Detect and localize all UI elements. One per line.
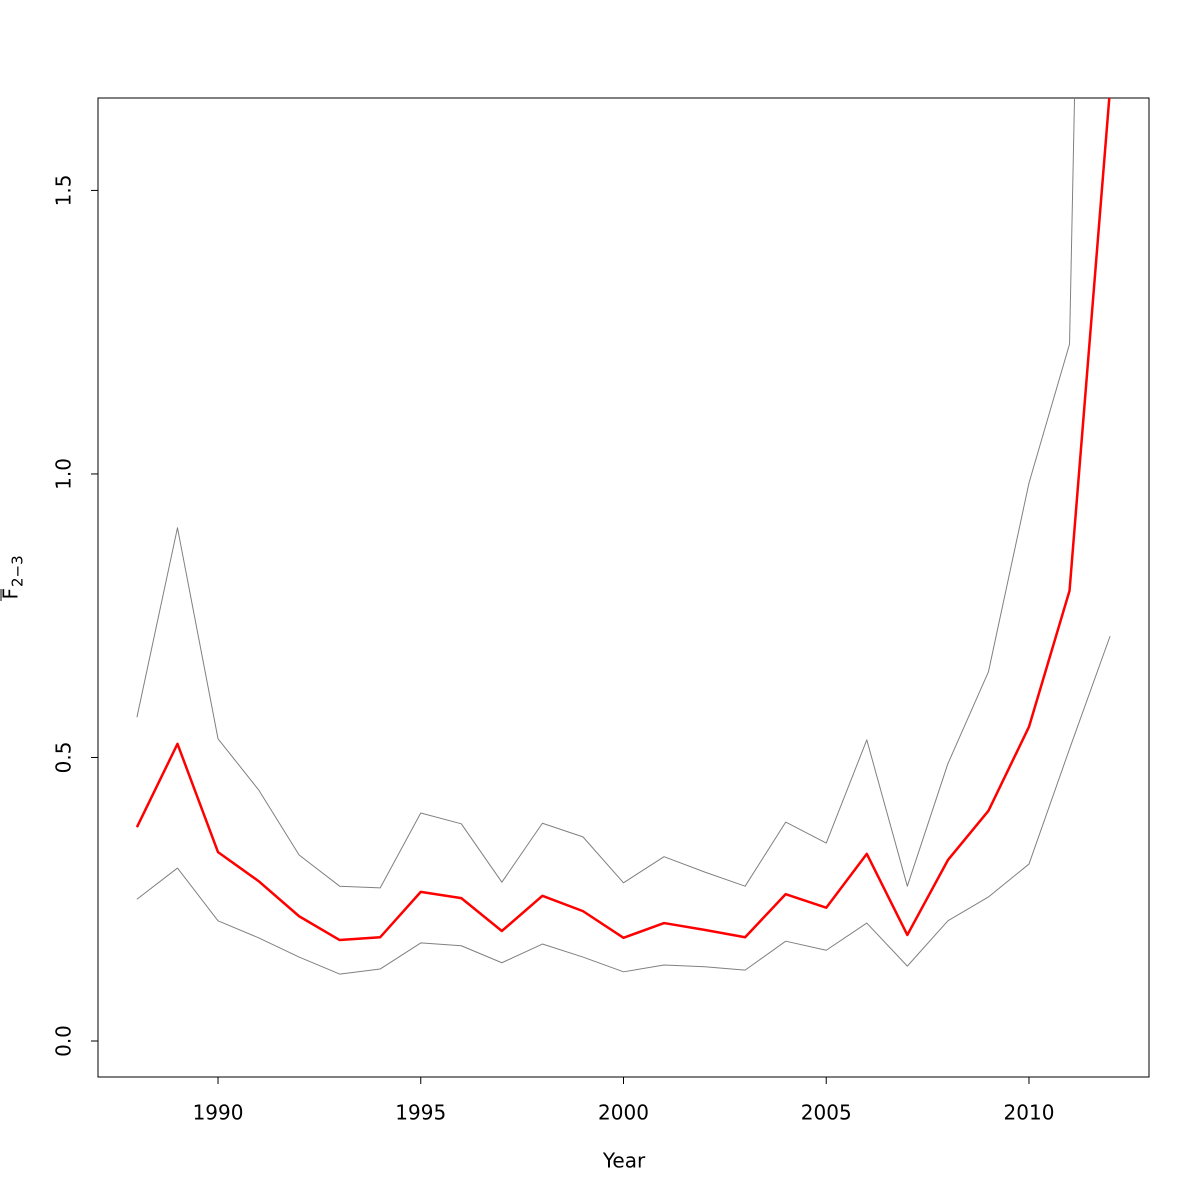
series-line — [135, 98, 1111, 942]
y-tick-label: 0.5 — [52, 742, 76, 774]
x-tick-label: 2005 — [801, 1101, 852, 1125]
y-axis-label-sub: 2−3 — [9, 555, 27, 587]
y-tick-label: 1.0 — [52, 458, 76, 490]
series-line — [136, 98, 1076, 889]
x-tick-label: 1995 — [395, 1101, 446, 1125]
y-axis-label: F — [0, 588, 23, 600]
plot-area — [135, 98, 1111, 975]
y-tick-label: 1.5 — [52, 175, 76, 207]
x-tick-label: 2000 — [598, 1101, 649, 1125]
series-line — [136, 635, 1111, 975]
plot-box — [97, 97, 1150, 1078]
x-tick-label: 2010 — [1004, 1101, 1055, 1125]
x-tick-label: 1990 — [193, 1101, 244, 1125]
y-axis-label-group: F 2−3 — [0, 555, 27, 601]
y-tick-label: 0.0 — [52, 1025, 76, 1057]
x-axis-label: Year — [602, 1149, 646, 1173]
